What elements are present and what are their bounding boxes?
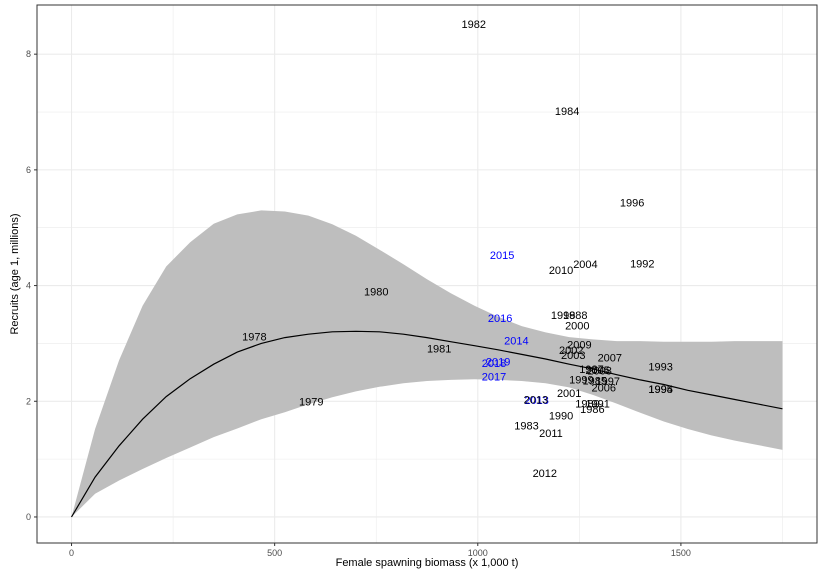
- panel-border: [36, 4, 818, 544]
- point-label-2018: 2018: [482, 358, 506, 370]
- point-label-2007: 2007: [598, 352, 622, 364]
- point-label-1986: 1986: [580, 404, 604, 416]
- point-label-1978: 1978: [242, 331, 266, 343]
- x-tick-label: 500: [267, 548, 282, 558]
- point-label-1997: 1997: [596, 376, 620, 388]
- point-label-1995: 1995: [648, 384, 672, 396]
- point-label-2008: 2008: [587, 366, 611, 378]
- point-label-1998: 1998: [551, 310, 575, 322]
- point-label-2010: 2010: [549, 265, 573, 277]
- point-label-1980: 1980: [364, 286, 388, 298]
- point-label-1987: 1987: [579, 364, 603, 376]
- point-label-1994: 1994: [648, 384, 672, 396]
- point-label-1993: 1993: [648, 362, 672, 374]
- y-axis-ticks: 0 2 4 6 8: [26, 49, 37, 522]
- point-label-2019: 2019: [486, 356, 510, 368]
- x-tick-label: 1000: [468, 548, 488, 558]
- x-tick-label: 0: [69, 548, 74, 558]
- point-label-1992: 1992: [630, 259, 654, 271]
- x-axis-ticks: 0 500 1000 1500: [69, 543, 691, 558]
- point-label-2002: 2002: [559, 345, 583, 357]
- point-label-1985: 1985: [583, 375, 607, 387]
- point-label-2012: 2012: [533, 468, 557, 480]
- x-axis-title: Female spawning biomass (x 1,000 t): [336, 557, 519, 569]
- point-label-2013: 2013: [524, 395, 548, 407]
- point-label-2017: 2017: [482, 371, 506, 383]
- point-label-2016: 2016: [488, 313, 512, 325]
- point-label-2011: 2011: [539, 428, 563, 440]
- y-tick-label: 4: [26, 281, 31, 291]
- y-tick-label: 2: [26, 396, 31, 406]
- x-tick-label: 1500: [671, 548, 691, 558]
- confidence-ribbon: [71, 210, 783, 517]
- y-tick-label: 8: [26, 49, 31, 59]
- y-axis-title: Recruits (age 1, millions): [9, 213, 21, 334]
- point-label-2009: 2009: [567, 340, 591, 352]
- fitted-curve: [70, 330, 783, 518]
- y-tick-label: 0: [26, 512, 31, 522]
- point-label-1989: 1989: [575, 399, 599, 411]
- point-labels: 1978 1979 1980 1981 1982 1983 1984 1985 1986 1987…: [242, 19, 673, 480]
- y-tick-label: 6: [26, 165, 31, 175]
- point-label-1996: 1996: [620, 197, 644, 209]
- point-label-1982: 1982: [461, 19, 485, 31]
- point-label-2015: 2015: [490, 250, 514, 262]
- point-label-2005: 2005: [585, 365, 609, 377]
- point-label-2006: 2006: [591, 382, 615, 394]
- point-label-1981: 1981: [427, 344, 451, 356]
- point-label-1984: 1984: [555, 106, 579, 118]
- point-label-2001: 2001: [557, 388, 581, 400]
- point-label-2004: 2004: [573, 259, 597, 271]
- point-label-2000: 2000: [565, 320, 589, 332]
- point-label-1990: 1990: [549, 411, 573, 423]
- point-label-1983: 1983: [514, 421, 538, 433]
- point-label-1999: 1999: [569, 374, 593, 386]
- point-label-2003: 2003: [561, 350, 585, 362]
- point-label-2013: 2013: [524, 395, 548, 407]
- point-label-1991: 1991: [585, 399, 609, 411]
- point-label-1988: 1988: [563, 310, 587, 322]
- point-label-1979: 1979: [299, 396, 323, 408]
- point-label-2014: 2014: [504, 336, 528, 348]
